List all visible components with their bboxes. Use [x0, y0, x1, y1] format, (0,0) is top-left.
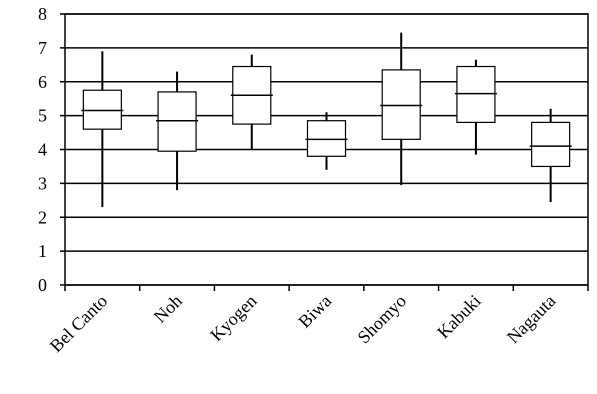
y-tick-label: 8	[38, 4, 47, 24]
x-category-label: Kyogen	[206, 291, 260, 345]
y-tick-label: 2	[38, 207, 47, 227]
x-category-label: Kabuki	[433, 291, 485, 343]
box-kabuki	[454, 59, 497, 155]
box-biwa	[305, 112, 348, 170]
y-axis-tick-labels: 0 1 2 3 4 5 6 7 8	[38, 4, 47, 295]
box-kyogen	[230, 54, 273, 150]
box-shomyo	[380, 32, 423, 186]
interquartile-box	[157, 91, 197, 152]
interquartile-box	[306, 120, 347, 157]
interquartile-box	[456, 65, 496, 123]
y-tick-label: 3	[38, 173, 47, 193]
box-bel-canto	[81, 51, 124, 208]
x-axis-category-labels: Bel Canto Noh Kyogen Biwa Shomyo Kabuki Nagaut…	[46, 291, 560, 356]
y-tick-label: 4	[38, 140, 47, 160]
x-category-label: Biwa	[294, 291, 335, 332]
interquartile-box	[531, 121, 571, 168]
y-tick-label: 7	[38, 38, 47, 58]
y-tick-label: 6	[38, 72, 47, 92]
y-tick-label: 0	[38, 275, 47, 295]
interquartile-box	[82, 89, 122, 130]
x-category-label: Shomyo	[353, 291, 410, 348]
x-category-label: Nagauta	[503, 291, 560, 348]
x-category-label: Noh	[150, 291, 186, 327]
interquartile-box	[381, 69, 421, 140]
box-noh	[156, 71, 199, 191]
y-tick-label: 1	[38, 241, 47, 261]
box-nagauta	[529, 108, 572, 203]
box-plot-series	[81, 32, 572, 208]
x-category-label: Bel Canto	[46, 291, 111, 356]
y-tick-label: 5	[38, 106, 47, 126]
